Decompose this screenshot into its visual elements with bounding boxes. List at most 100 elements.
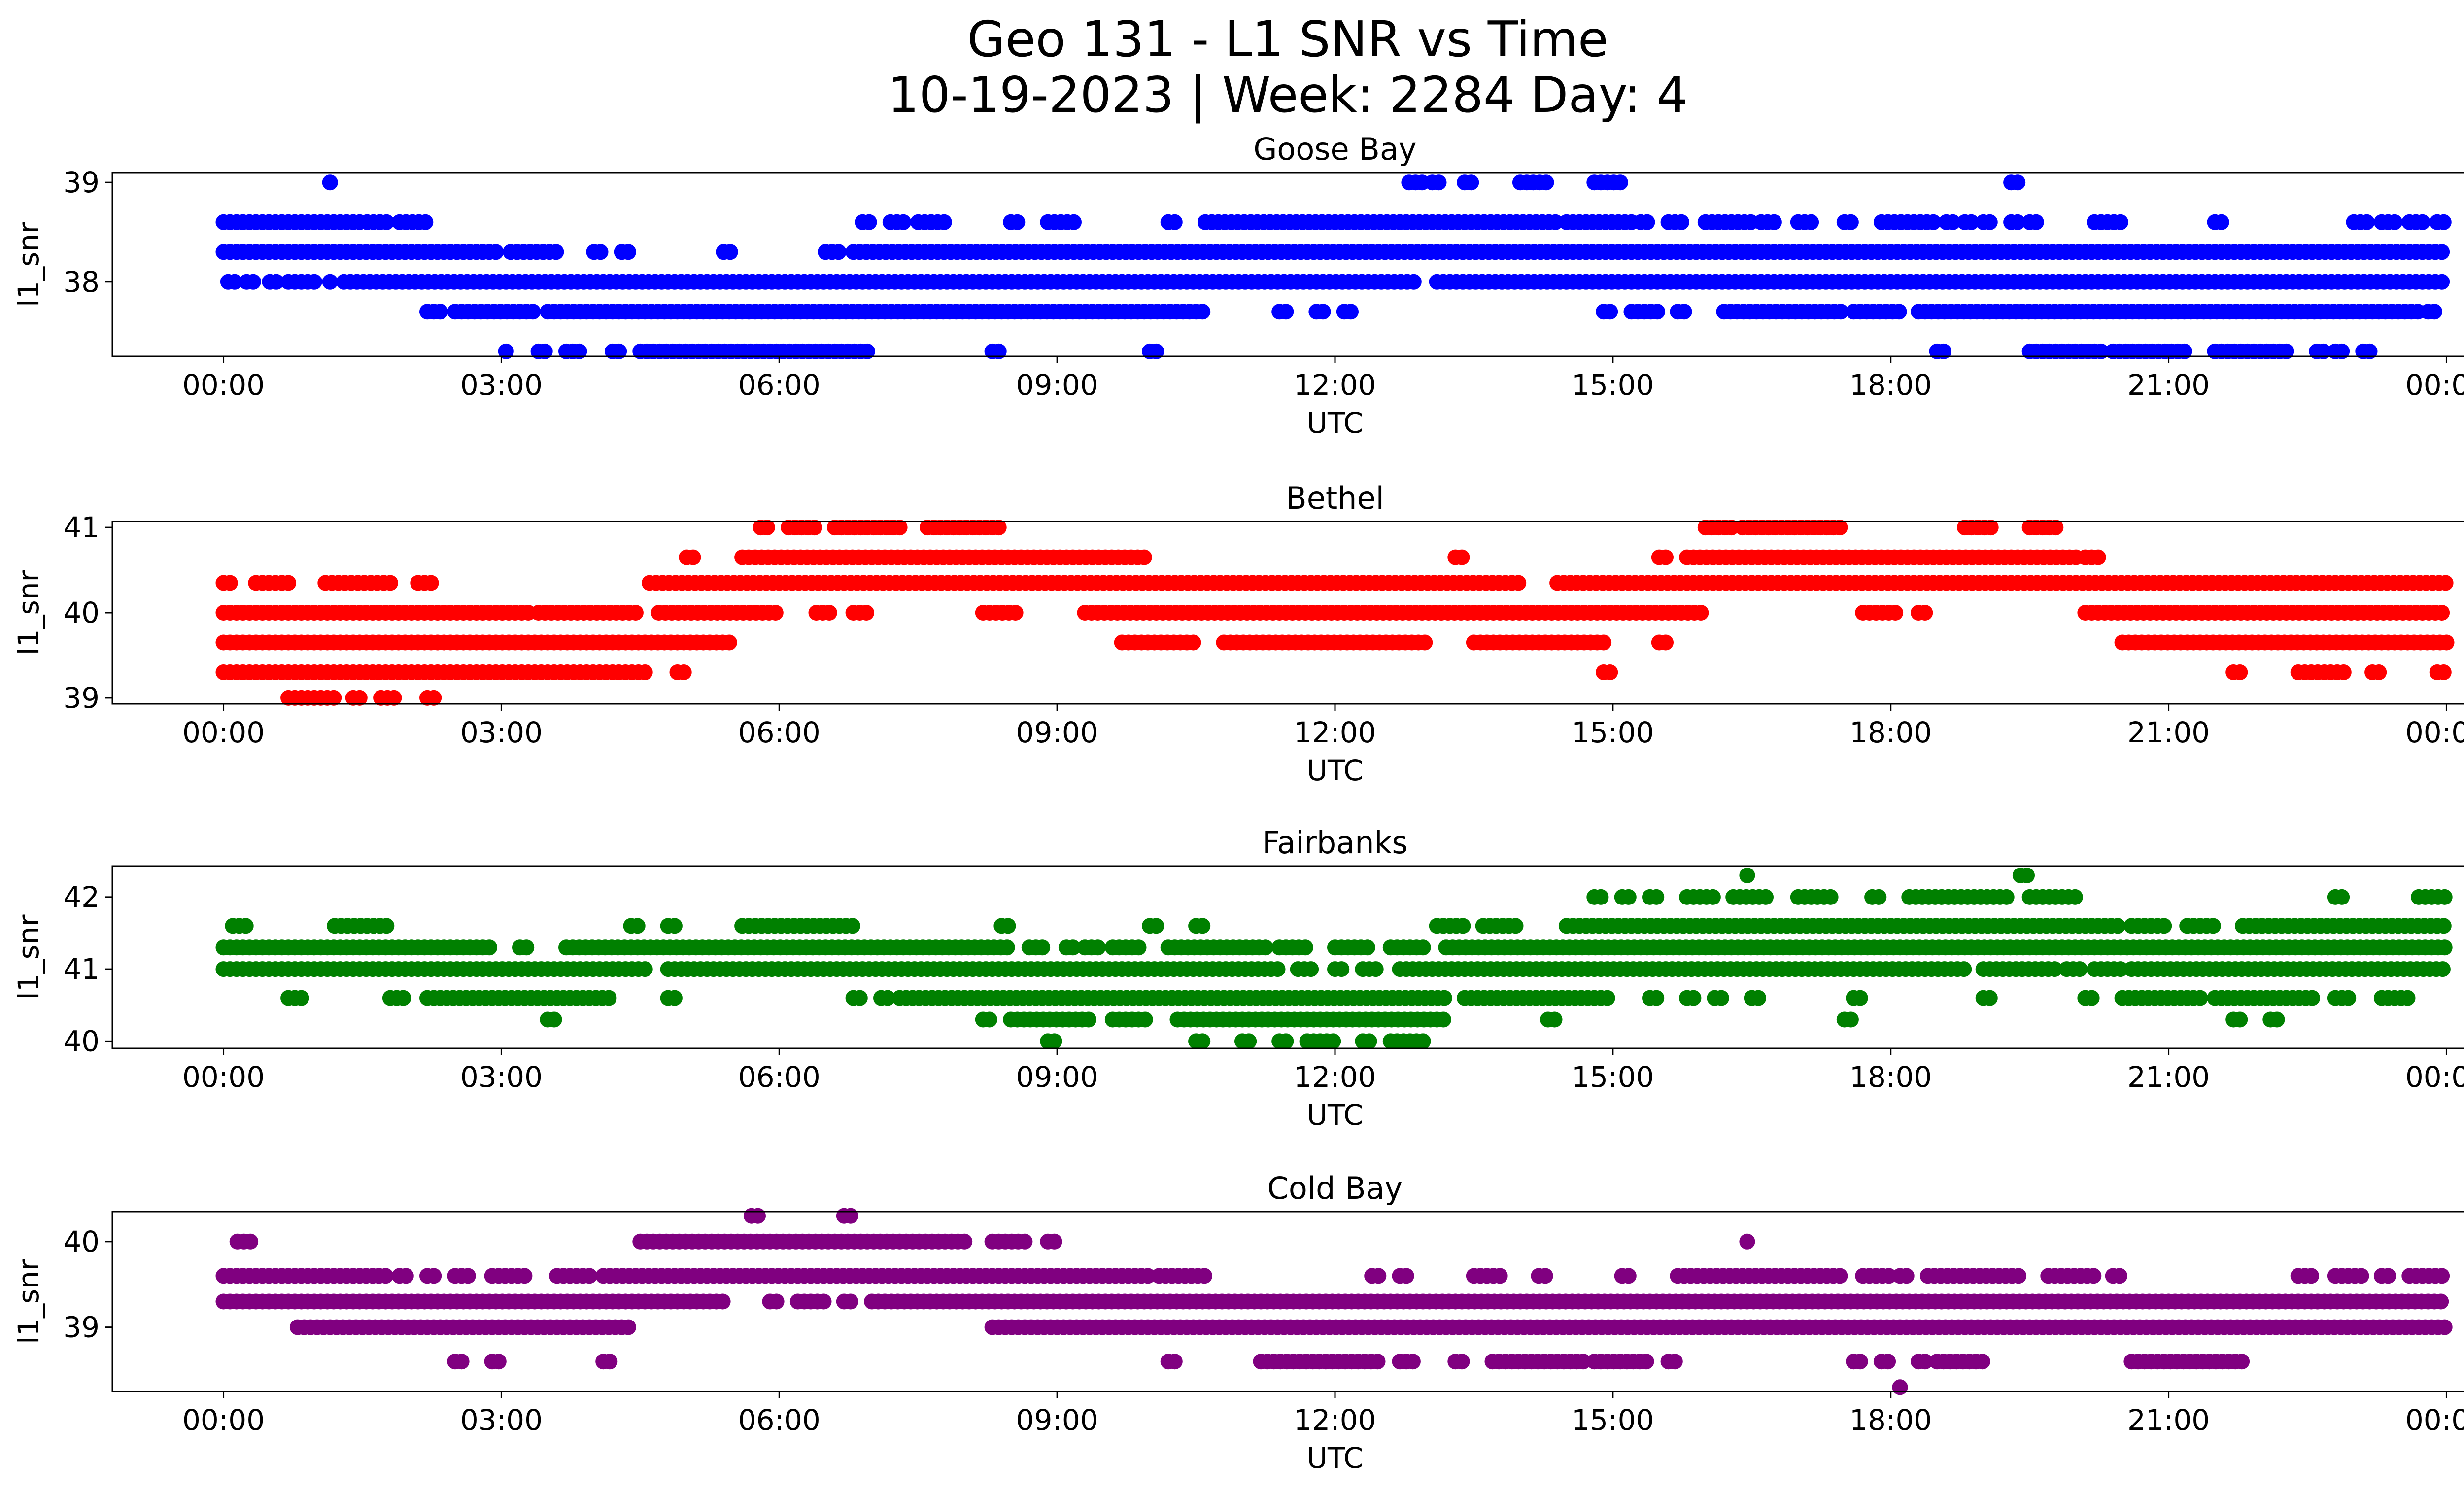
data-point [768, 1293, 785, 1310]
data-point [629, 918, 646, 934]
data-point [423, 575, 439, 591]
data-point [602, 1354, 618, 1370]
data-point [460, 1268, 476, 1284]
data-point [2435, 214, 2452, 230]
data-point [395, 990, 411, 1006]
x-tick-label: 12:00 [1294, 1403, 1376, 1437]
x-tick-label: 12:00 [1294, 1060, 1376, 1094]
data-point [1648, 889, 1665, 905]
data-point [2232, 664, 2248, 680]
data-point [859, 343, 875, 359]
data-point [1833, 304, 1849, 320]
data-point [620, 244, 636, 260]
data-point [1046, 1233, 1062, 1250]
x-tick-label: 00:00 [182, 1403, 265, 1437]
data-point [1982, 990, 1998, 1006]
data-point [1593, 889, 1609, 905]
y-tick-label: 41 [63, 952, 100, 986]
data-point [1415, 939, 1431, 956]
data-point [2434, 1268, 2450, 1284]
x-tick-label: 21:00 [2127, 1403, 2210, 1437]
data-point [1766, 214, 1782, 230]
data-point [750, 1208, 766, 1224]
data-point [2090, 549, 2106, 565]
data-point [2315, 343, 2331, 359]
data-point [2232, 1011, 2248, 1028]
data-point [377, 1268, 394, 1284]
x-tick-label: 06:00 [738, 368, 821, 402]
data-point [1935, 343, 1951, 359]
data-point [537, 343, 553, 359]
y-axis-label: l1_snr [12, 1259, 45, 1344]
data-point [227, 274, 243, 290]
data-point [1000, 918, 1016, 934]
data-point [2067, 889, 2083, 905]
data-point [1620, 1268, 1637, 1284]
data-point [280, 575, 297, 591]
data-point [1046, 1033, 1062, 1049]
data-point [378, 214, 395, 230]
data-point [1404, 1354, 1421, 1370]
data-point [2112, 214, 2128, 230]
x-tick-label: 00:00 [2405, 716, 2464, 749]
data-point [2010, 214, 2026, 230]
data-point [1492, 1268, 1508, 1284]
data-point [1369, 1354, 1386, 1370]
data-point [488, 244, 504, 260]
data-point [1361, 1033, 1377, 1049]
x-tick-label: 00:00 [182, 368, 265, 402]
data-point [2334, 343, 2350, 359]
subplot-title: Bethel [1286, 480, 1384, 516]
data-point [2434, 274, 2450, 290]
figure-title-line1: Geo 131 - L1 SNR vs Time [967, 10, 1608, 68]
data-point [2335, 664, 2352, 680]
data-point [2434, 961, 2451, 977]
data-points [215, 520, 2455, 706]
data-point [1195, 1033, 1211, 1049]
data-point [861, 214, 877, 230]
data-point [1852, 1354, 1868, 1370]
y-tick-label: 42 [63, 880, 100, 914]
data-point [2047, 961, 2063, 977]
x-tick-label: 09:00 [1016, 1060, 1098, 1094]
x-tick-label: 18:00 [1849, 1403, 1932, 1437]
data-point [2438, 634, 2455, 651]
data-point [715, 1293, 731, 1310]
x-tick-label: 15:00 [1572, 1060, 1654, 1094]
y-tick-label: 39 [63, 1311, 100, 1344]
data-point [1140, 1268, 1156, 1284]
data-point [1507, 918, 1524, 934]
data-point [1693, 605, 1709, 621]
data-point [1843, 1011, 1859, 1028]
data-point [2205, 918, 2221, 934]
data-point [2414, 214, 2430, 230]
data-point [2112, 961, 2128, 977]
data-point [666, 918, 683, 934]
data-point [759, 520, 775, 536]
subplot-fairbanks: Fairbanks 00:00 03:00 06:00 09:00 12:00 15:00 1… [12, 825, 2464, 1132]
data-point [548, 244, 564, 260]
y-tick-label: 40 [63, 1225, 100, 1258]
x-tick-label: 09:00 [1016, 368, 1098, 402]
x-tick-label: 21:00 [2127, 368, 2210, 402]
data-point [2371, 664, 2387, 680]
data-point [398, 1268, 414, 1284]
data-point [582, 1268, 597, 1284]
data-point [382, 575, 398, 591]
data-point [2433, 1293, 2449, 1310]
data-point [1195, 918, 1211, 934]
x-tick-label: 21:00 [2127, 716, 2210, 749]
data-point [2156, 918, 2172, 934]
data-point [880, 990, 896, 1006]
data-point [843, 1208, 858, 1224]
data-point [378, 918, 395, 934]
data-point [1166, 214, 1183, 230]
data-point [1887, 605, 1904, 621]
data-point [1998, 889, 2015, 905]
data-point [1667, 1354, 1683, 1370]
data-point [453, 1354, 470, 1370]
data-point [1538, 174, 1554, 191]
data-points [215, 1208, 2453, 1395]
x-tick-label: 00:00 [2405, 368, 2464, 402]
